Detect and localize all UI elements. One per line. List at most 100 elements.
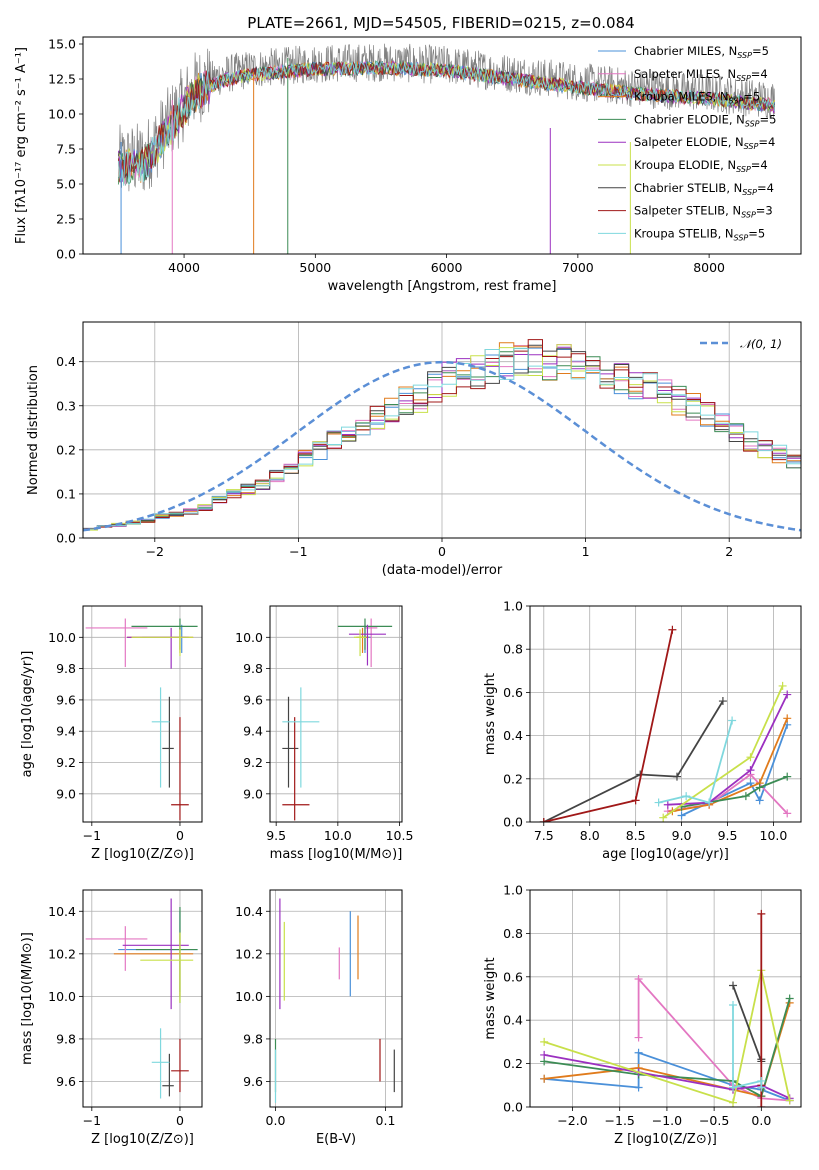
weight-marker-0-0 [677,811,686,820]
y-tick-label-4: 9.8 [243,661,263,676]
weight-marker-5-0 [659,813,668,822]
weight-marker-6-3 [718,697,727,706]
weight-marker-6-2 [672,772,681,781]
panel-residuals: −2 −1 0 1 2 0.0 0.1 0.2 0.3 0.4 (data-model)/error… [26,321,802,578]
y-tick-label-4: 0.8 [503,926,523,941]
legend-entry-5: Kroupa ELODIE, NSSP=4 [634,158,768,174]
y-tick-label-4: 10.4 [235,904,263,919]
x-tick-label-1: −1 [289,544,307,559]
weight-vs-age-plot-area [539,625,792,822]
x-axis-label: age [log10(age/yr)] [602,847,729,862]
weight-series-0 [681,724,789,817]
mass-vs-Z-plot-area [85,898,198,1099]
legend-entry-0: Chabrier MILES, NSSP=5 [634,44,769,60]
weight-series-4 [667,694,789,806]
weight-marker-5-2 [778,681,787,690]
weight-marker-5-1 [729,1098,738,1107]
errorbar-point-5 [131,629,194,657]
weight-marker-7-2 [668,625,677,634]
weight-series-6 [732,985,763,1062]
y-tick-label-4: 0.4 [56,354,76,369]
panel-age-vs-mass: 9.5 10.0 10.5 9.0 9.2 9.4 9.6 9.8 10.0 mass [log1… [235,605,413,862]
x-tick-label-3: 9.0 [672,828,692,843]
weight-marker-3-2 [755,783,764,792]
spectrum-plot-area [117,43,776,254]
residuals-plot-area [83,339,801,532]
axes-frame [82,36,802,255]
weight-series-5 [543,970,791,1104]
weight-marker-8-1 [729,1083,738,1092]
y-tick-label-3: 0.6 [503,685,523,700]
axes-frame [529,889,802,1108]
normal-reference-curve [83,360,801,532]
axes-frame [269,889,403,1108]
weight-marker-5-1 [746,753,755,762]
weight-marker-8-0 [654,798,663,807]
y-axis-label: Normed distribution [26,365,41,495]
panel-weight-vs-Z: −2.0 −1.5 −1.0 −0.5 0.0 0.0 0.2 0.4 0.6 0.8 1.0 Z [… [483,883,802,1147]
weight-marker-2-3 [783,714,792,723]
weight-marker-4-2 [746,766,755,775]
x-tick-label-1: −1.5 [605,1113,635,1128]
panel-mass-vs-ebv: 0.0 0.1 9.6 9.8 10.0 10.2 10.4 E(B-V) [235,889,403,1147]
residual-histogram-3 [83,347,801,530]
weight-marker-6-0 [729,981,738,990]
weight-series-8 [658,720,733,804]
mass-vs-ebv-plot-area [274,898,395,1103]
x-tick-label-1: 0 [176,1113,184,1128]
y-tick-label-3: 0.6 [503,969,523,984]
y-tick-label-0: 9.0 [56,786,76,801]
y-tick-label-0: 9.0 [243,786,263,801]
weight-marker-3-1 [741,792,750,801]
model-spectrum-8 [117,60,776,186]
axes-frame [82,321,802,539]
legend-entry-4: Salpeter ELODIE, NSSP=4 [634,135,775,151]
errorbar-point-2 [127,627,194,653]
weight-marker-7-2 [757,909,766,918]
y-tick-label-2: 10.0 [48,989,76,1004]
errorbar-point-5 [353,629,367,657]
weight-marker-2-0 [540,1074,549,1083]
panel-spectrum: 4000 5000 6000 7000 8000 0.0 2.5 5.0 7.5 10.0 12.5… [14,36,802,294]
y-axis-label: mass weight [483,673,498,755]
y-tick-label-3: 9.6 [56,692,76,707]
y-tick-label-1: 0.2 [503,1056,523,1071]
y-tick-label-4: 0.8 [503,642,523,657]
x-axis-label: E(B-V) [316,1132,356,1147]
y-tick-label-2: 5.0 [56,177,76,192]
weight-marker-8-1 [682,792,691,801]
axes-frame [269,605,403,823]
legend-entry-1: Salpeter MILES, NSSP=4 [634,67,768,83]
axes-frame [82,889,203,1108]
weight-series-8 [732,1005,763,1089]
legend-spectrum: Chabrier MILES, NSSP=5 Salpeter MILES, NS… [598,44,776,242]
legend-entry-6: Chabrier STELIB, NSSP=4 [634,181,774,197]
y-tick-label-1: 2.5 [56,212,76,227]
weight-marker-0-2 [755,796,764,805]
y-tick-label-3: 7.5 [56,142,76,157]
y-axis-label: mass [log10(M/M⊙)] [20,932,35,1065]
y-tick-label-0: 0.0 [56,531,76,546]
x-tick-label-3: 1 [582,544,590,559]
errorbar-point-4 [348,624,386,666]
weight-series-6 [543,700,724,822]
y-tick-label-1: 0.2 [503,771,523,786]
x-tick-label-3: 7000 [562,260,594,275]
legend-entry-3: Chabrier ELODIE, NSSP=5 [634,112,776,128]
x-tick-label-0: 4000 [168,260,200,275]
y-tick-label-1: 9.8 [243,1031,263,1046]
y-tick-label-6: 15.0 [48,37,76,52]
x-axis-label: mass [log10(M/M⊙)] [270,847,403,862]
panel-weight-vs-age: 7.5 8.0 8.5 9.0 9.5 10.0 0.0 0.2 0.4 0.6 0.8 1.0 age… [483,599,802,862]
y-tick-label-2: 9.4 [56,724,76,739]
weight-series-2 [672,717,789,813]
x-tick-label-1: 8.0 [580,828,600,843]
errorbar-point-6 [282,696,299,788]
errorbar-point-4 [122,898,189,1010]
x-tick-label-3: −0.5 [699,1113,729,1128]
x-axis-label: Z [log10(Z/Z⊙)] [91,847,194,862]
y-tick-label-5: 12.5 [48,72,76,87]
weight-marker-8-3 [757,1083,766,1092]
y-tick-label-0: 0.0 [56,247,76,262]
